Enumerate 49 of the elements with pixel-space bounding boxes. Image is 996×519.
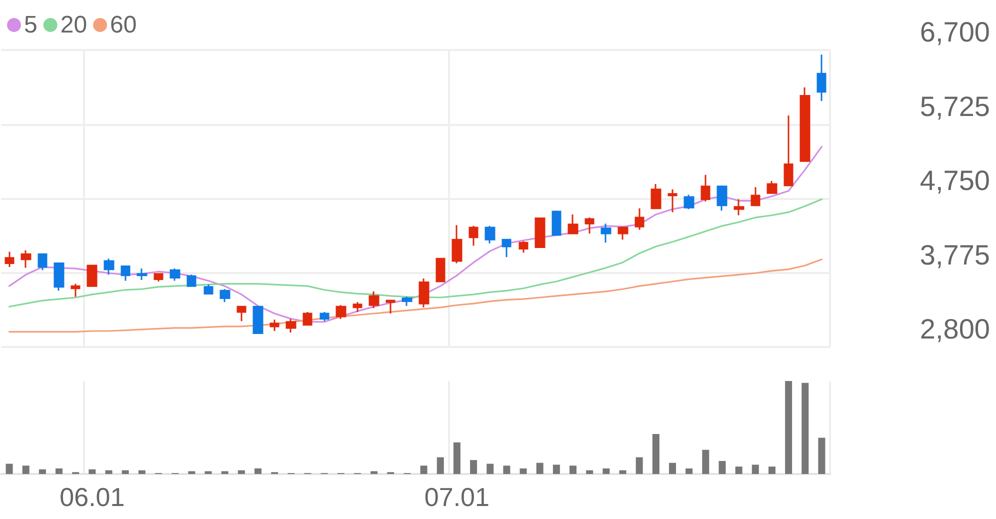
- bar: [138, 470, 146, 474]
- bar: [38, 469, 46, 474]
- bar: [486, 464, 494, 474]
- y-tick-label: 5,725: [920, 90, 990, 122]
- bar: [602, 468, 610, 474]
- bar: [204, 471, 212, 474]
- legend-label: 20: [60, 12, 88, 38]
- bar: [686, 468, 693, 474]
- bar: [570, 466, 577, 474]
- bar: [503, 466, 510, 474]
- bar: [818, 438, 826, 474]
- x-tick-label: 07.01: [424, 482, 490, 512]
- bar: [370, 471, 378, 474]
- bar: [768, 466, 776, 474]
- bar: [238, 470, 245, 474]
- bar: [88, 469, 96, 474]
- y-tick-label: 2,800: [920, 314, 990, 344]
- bar: [619, 470, 626, 474]
- bar: [536, 462, 544, 474]
- bar: [802, 382, 809, 474]
- bar: [6, 464, 13, 474]
- bar: [420, 466, 428, 474]
- y-tick-label: 3,775: [920, 239, 990, 270]
- bar: [785, 381, 792, 474]
- bar: [254, 468, 262, 474]
- bar: [586, 470, 594, 474]
- bar: [122, 470, 129, 474]
- bar: [221, 471, 228, 474]
- bar: [752, 464, 759, 474]
- y-tick-label: 6,700: [920, 16, 990, 48]
- bar: [436, 457, 444, 474]
- legend-label: 5: [24, 12, 38, 38]
- bar: [552, 464, 560, 474]
- bar: [470, 460, 478, 474]
- bar: [668, 462, 676, 474]
- bar: [636, 457, 643, 474]
- legend-label: 60: [110, 12, 137, 38]
- bar: [735, 466, 742, 474]
- bar: [105, 470, 112, 474]
- bar: [520, 468, 527, 474]
- bar: [188, 471, 196, 474]
- bar: [718, 460, 726, 474]
- bar: [702, 450, 710, 474]
- bar: [652, 434, 660, 474]
- bar: [22, 466, 30, 474]
- y-tick-label: 4,750: [920, 165, 990, 196]
- bar: [453, 442, 460, 474]
- bar: [56, 468, 63, 474]
- x-tick-label: 06.01: [60, 482, 125, 512]
